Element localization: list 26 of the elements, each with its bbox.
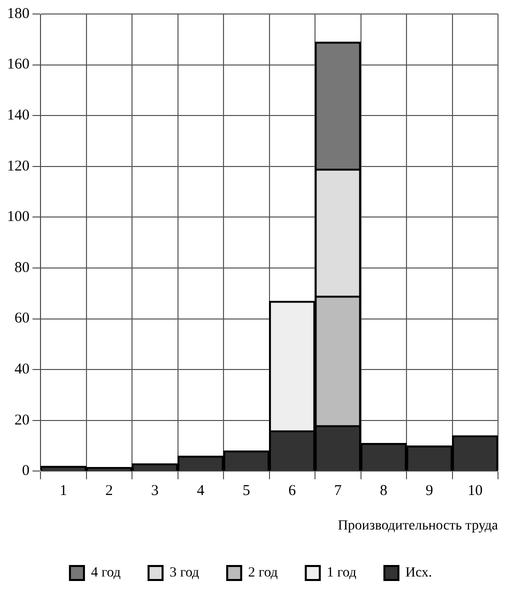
legend-label: 2 год [248,566,278,581]
x-tick-label: 3 [151,483,159,500]
y-tick-label: 80 [14,260,30,276]
x-tick-label: 9 [426,483,434,500]
x-tick-label: 4 [196,483,205,500]
y-tick-label: 60 [14,310,30,327]
x-tick-label: 10 [468,483,483,500]
x-tick-label: 5 [242,483,250,500]
legend-label: 4 год [90,566,121,581]
x-axis-title: Производительность труда [338,518,499,534]
x-tick-label: 1 [60,483,68,500]
y-tick-label: 180 [7,6,30,22]
x-tick-label: 6 [288,483,296,500]
y-tick-label: 40 [14,362,30,378]
x-tick-label: 8 [380,483,388,500]
y-tick-label: 120 [7,158,30,174]
x-tick-label: 7 [334,483,342,500]
x-tick-label: 2 [105,483,113,500]
y-tick-label: 100 [7,209,30,226]
y-tick-label: 140 [7,108,30,124]
y-tick-label: 160 [7,56,30,73]
y-tick-label: 20 [14,412,30,428]
legend-label: 1 год [326,566,356,581]
legend-label: 3 год [170,566,200,581]
legend-label: Исх. [405,566,432,581]
y-tick-label: 0 [22,463,30,480]
